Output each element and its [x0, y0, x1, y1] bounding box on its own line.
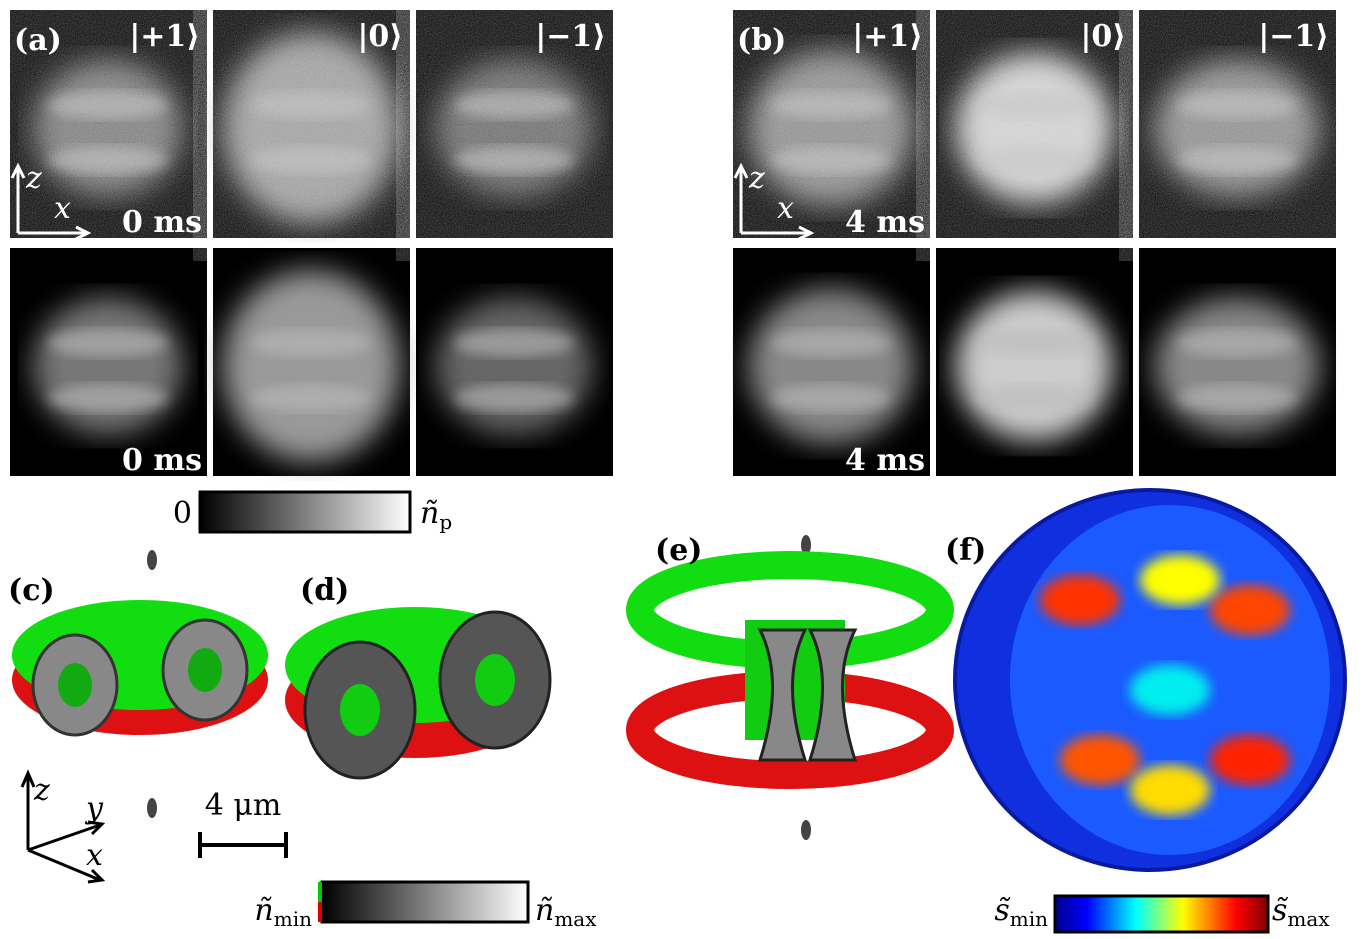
colorbar-label: ñp — [420, 496, 452, 534]
symbol: s̃ — [1272, 893, 1289, 928]
spin-patch — [1040, 575, 1120, 625]
decoration — [10, 10, 1347, 934]
density-band — [1177, 329, 1297, 357]
axis-label: x — [86, 838, 103, 873]
symbol: ñ — [535, 893, 554, 928]
panel-label: (f) — [945, 533, 986, 568]
core-dot — [147, 550, 157, 570]
spin-patch — [1130, 665, 1210, 715]
subscript: max — [554, 907, 597, 931]
density-blob — [1154, 297, 1320, 435]
vortex-sheet — [757, 628, 808, 762]
colorbar-red — [318, 902, 322, 922]
colorbar — [320, 880, 530, 924]
noise — [733, 10, 930, 238]
state-label: |+1⟩ — [852, 19, 923, 54]
axis-arrow — [733, 162, 815, 241]
axis-label: y — [84, 791, 104, 826]
density-band — [48, 384, 168, 412]
colorbar-label: s̃min — [994, 893, 1048, 931]
time-label: 4 ms — [845, 205, 925, 240]
density-band — [771, 329, 891, 357]
spin-patch — [1060, 735, 1140, 785]
axis-label: z — [748, 161, 765, 196]
core-dot — [801, 820, 811, 840]
time-label: 0 ms — [122, 205, 202, 240]
noise — [213, 10, 410, 238]
density-band — [454, 384, 574, 412]
vortex-sheet — [807, 628, 858, 762]
time-label: 4 ms — [845, 443, 925, 478]
scale-bar — [198, 832, 288, 858]
symbol: ñ — [254, 893, 273, 928]
core-dot — [147, 798, 157, 818]
vortex-hole — [475, 654, 515, 706]
state-label: |0⟩ — [1081, 19, 1127, 54]
density-blob — [435, 297, 593, 435]
colorbar-label: 0 — [173, 496, 192, 531]
symbol: s̃ — [994, 893, 1011, 928]
density-band — [974, 384, 1094, 412]
colorbar-label: ñmin — [254, 893, 312, 931]
axis-label: z — [33, 773, 50, 808]
state-label: |−1⟩ — [535, 19, 606, 54]
density-band — [771, 384, 891, 412]
panel-label: (b) — [737, 23, 786, 58]
noise — [10, 10, 207, 238]
axis-label: x — [777, 191, 794, 226]
noise — [416, 10, 613, 238]
state-label: |−1⟩ — [1258, 19, 1329, 54]
noise — [1139, 10, 1336, 238]
density-band — [251, 384, 371, 412]
spin-patch — [1130, 765, 1210, 815]
axis-3d — [20, 769, 106, 884]
scale-bar-label: 4 μm — [205, 788, 282, 823]
axis-arrow — [10, 162, 92, 241]
density-blob — [33, 297, 183, 435]
colorbar-label: s̃max — [1272, 893, 1330, 931]
density-blob — [955, 290, 1113, 442]
density-band — [974, 329, 1094, 357]
colorbar — [1053, 894, 1270, 934]
state-label: |0⟩ — [358, 19, 404, 54]
subscript: max — [1287, 907, 1330, 931]
density-band — [48, 329, 168, 357]
vortex-hole — [340, 684, 380, 736]
axis-label: x — [54, 191, 71, 226]
colorbar-green — [318, 882, 322, 902]
spin-patch — [1210, 735, 1290, 785]
symbol: ñ — [420, 496, 439, 531]
density-band — [1177, 384, 1297, 412]
subscript: min — [1010, 907, 1048, 931]
panel-label: (e) — [655, 533, 702, 568]
density-blob — [222, 270, 400, 462]
spin-patch — [1210, 585, 1290, 635]
time-label: 0 ms — [122, 443, 202, 478]
panel-label: (c) — [8, 573, 55, 608]
subscript: min — [274, 907, 312, 931]
panel-label: (a) — [14, 23, 62, 58]
density-band — [251, 329, 371, 357]
subscript: p — [439, 510, 452, 534]
axis-label: z — [25, 161, 42, 196]
spin-patch — [1140, 555, 1220, 605]
panel-label: (d) — [300, 573, 349, 608]
noise — [936, 10, 1133, 238]
colorbar-label: ñmax — [535, 893, 597, 931]
state-label: |+1⟩ — [129, 19, 200, 54]
density-band — [454, 329, 574, 357]
core-dot — [801, 535, 811, 555]
colorbar — [198, 490, 412, 534]
density-blob — [748, 288, 914, 444]
vortex-hole — [58, 663, 92, 707]
vortex-hole — [188, 648, 222, 692]
